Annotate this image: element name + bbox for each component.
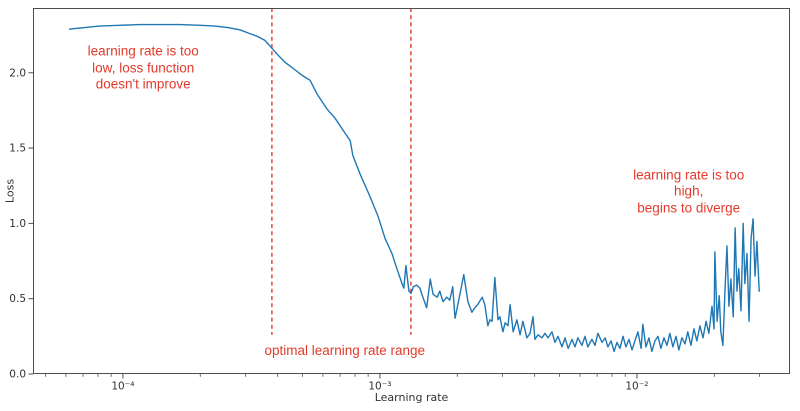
y-tick-label: 1.5 [9, 143, 26, 155]
plot-border [33, 8, 790, 374]
y-tick-label: 0.0 [9, 369, 26, 381]
x-tick-label: 10⁻⁴ [111, 381, 134, 393]
loss-curve [68, 23, 760, 353]
x-tick-label: 10⁻³ [368, 381, 391, 393]
x-axis-label: Learning rate [374, 391, 449, 404]
y-axis-label: Loss [3, 178, 17, 204]
y-tick-label: 2.0 [9, 67, 26, 79]
y-tick-label: 1.0 [9, 218, 26, 230]
y-tick-label: 0.5 [9, 293, 26, 305]
x-tick-label: 10⁻² [625, 381, 648, 393]
